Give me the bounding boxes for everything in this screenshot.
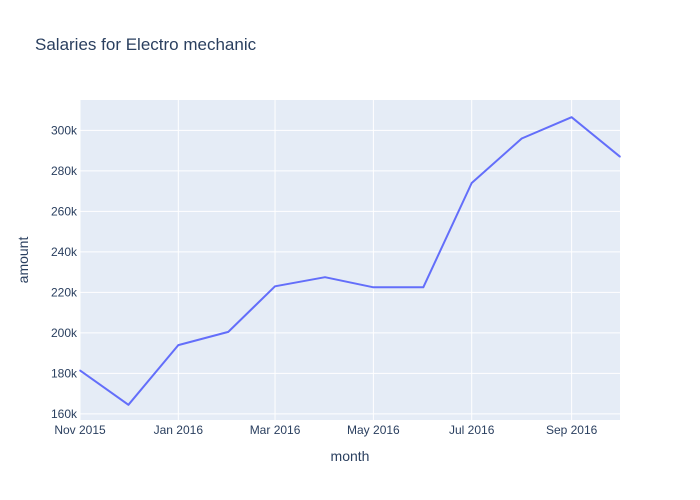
y-axis-ticks: 160k 180k 200k 220k 240k 260k 280k 300k: [51, 123, 78, 421]
x-tick-label: Jan 2016: [154, 423, 204, 437]
x-tick-label: Nov 2015: [54, 423, 106, 437]
data-point: [372, 286, 375, 289]
data-point: [470, 182, 473, 184]
data-point: [127, 404, 130, 406]
x-tick-label: Sep 2016: [546, 423, 598, 437]
y-gridlines: [80, 129, 620, 415]
data-point: [570, 116, 573, 119]
x-axis-ticks: Nov 2015 Jan 2016 Mar 2016 May 2016 Jul 2016…: [54, 423, 597, 437]
data-point: [619, 155, 621, 158]
y-tick-label: 200k: [51, 326, 78, 340]
plot-area: [80, 100, 620, 420]
y-tick-label: 160k: [51, 407, 78, 421]
x-tick-label: Mar 2016: [250, 423, 301, 437]
x-tick-label: May 2016: [347, 423, 400, 437]
y-tick-label: 280k: [51, 164, 78, 178]
data-point: [422, 286, 425, 289]
data-point: [79, 369, 81, 372]
y-tick-label: 240k: [51, 245, 78, 259]
series-line: [79, 116, 621, 406]
data-point: [227, 331, 230, 333]
data-point: [177, 344, 180, 346]
chart-title: Salaries for Electro mechanic: [35, 35, 257, 54]
data-point: [274, 285, 276, 288]
y-tick-label: 220k: [51, 285, 78, 299]
y-tick-label: 300k: [51, 123, 78, 137]
y-tick-label: 260k: [51, 204, 78, 218]
y-axis-title: amount: [15, 237, 31, 284]
x-gridlines: [79, 100, 573, 420]
data-point: [324, 276, 326, 279]
series-layer: [79, 116, 621, 406]
y-tick-label: 180k: [51, 366, 78, 380]
x-axis-title: month: [331, 448, 370, 464]
x-tick-label: Jul 2016: [449, 423, 495, 437]
data-point: [520, 137, 523, 140]
